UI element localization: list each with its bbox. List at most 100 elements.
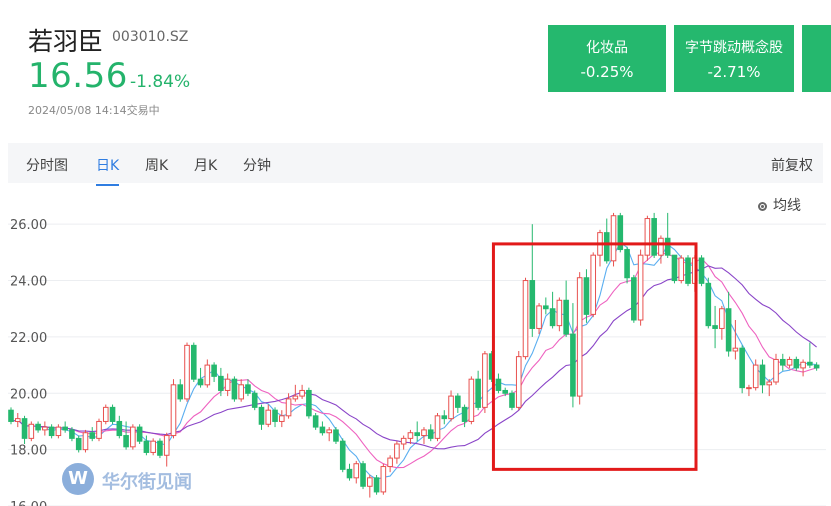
candle-up (576, 277, 583, 397)
candle-down (664, 237, 671, 256)
candle-down (272, 409, 278, 422)
candle-down (617, 215, 624, 251)
candle-up (746, 387, 752, 390)
y-tick-label: 26.00 (10, 218, 47, 233)
candle-up (380, 466, 387, 493)
candle-down (35, 423, 41, 431)
candle-up (299, 389, 305, 397)
candle-up (536, 305, 542, 329)
candle-up (285, 398, 292, 417)
candle-down (62, 426, 68, 431)
candle-down (197, 378, 204, 386)
tab-daily-k[interactable]: 日K (96, 155, 120, 186)
candle-up (150, 440, 156, 453)
candle-down (807, 361, 813, 366)
candle-down (69, 429, 75, 439)
candle-up (102, 406, 109, 422)
candle-up (42, 426, 48, 431)
concept-tag-change: -2.71% (707, 63, 761, 81)
ma-toggle[interactable]: 均线 (758, 195, 801, 215)
y-tick-label: 16.00 (10, 500, 47, 506)
candle-up (610, 215, 617, 262)
candle-down (543, 305, 549, 310)
candle-down (461, 406, 468, 422)
tab-minute[interactable]: 分钟 (243, 158, 271, 174)
candle-up (326, 429, 332, 434)
candle-down (583, 277, 590, 315)
candle-down (603, 232, 610, 262)
concept-tag-change: -0.25% (580, 63, 634, 81)
candle-down (725, 308, 732, 352)
candle-down (705, 282, 712, 327)
candle-down (190, 344, 197, 380)
candle-down (502, 389, 509, 394)
candle-up (482, 353, 488, 408)
candle-down (245, 384, 251, 394)
candle-down (109, 406, 116, 422)
ma-toggle-label: 均线 (773, 198, 801, 214)
candle-up (55, 426, 62, 437)
candle-up (448, 395, 454, 420)
tab-intraday[interactable]: 分时图 (26, 158, 68, 174)
candle-up (238, 384, 244, 400)
candle-down (685, 257, 691, 284)
price-change-percent: -1.84% (130, 72, 191, 92)
candle-down (509, 392, 515, 408)
concept-tag-name: 字节跳动概念股 (685, 40, 783, 56)
price-adjust-dropdown[interactable]: 前复权 (771, 158, 813, 174)
candle-up (719, 308, 725, 329)
candle-down (143, 440, 150, 453)
candle-up (14, 418, 21, 422)
concept-tag-bytedance[interactable]: 字节跳动概念股 -2.71% (674, 25, 794, 92)
candle-up (96, 420, 102, 439)
candle-up (130, 426, 136, 448)
stock-code: 003010.SZ (112, 29, 189, 45)
candle-up (515, 356, 522, 408)
candle-up (407, 432, 414, 439)
candle-up (644, 218, 651, 256)
candle-down (89, 432, 96, 439)
candle-down (360, 463, 366, 487)
concept-tag-partial[interactable] (802, 25, 831, 92)
candle-up (678, 257, 685, 282)
radio-icon (758, 202, 767, 211)
watermark-text: 华尔街见闻 (102, 472, 192, 493)
candle-up (163, 435, 170, 456)
tab-weekly-k[interactable]: 周K (145, 158, 169, 174)
candle-up (522, 280, 529, 358)
candle-up (170, 384, 177, 437)
candle-down (306, 389, 312, 417)
tab-monthly-k[interactable]: 月K (194, 158, 218, 174)
candle-down (631, 277, 637, 321)
candle-up (353, 463, 360, 479)
candle-down (75, 437, 82, 451)
candle-down (495, 378, 502, 391)
candle-down (712, 325, 718, 329)
watermark-logo-icon: W (62, 463, 94, 495)
candle-up (394, 443, 400, 459)
candle-down (48, 426, 55, 437)
candle-down (549, 308, 556, 327)
candle-up (800, 361, 806, 369)
candle-down (698, 257, 705, 284)
candle-down (563, 299, 569, 335)
candle-down (346, 468, 353, 479)
candle-up (367, 477, 373, 487)
candle-down (427, 429, 434, 439)
candle-up (637, 254, 644, 321)
candle-up (204, 364, 211, 386)
candle-up (224, 378, 231, 391)
concept-tag-cosmetics[interactable]: 化妆品 -0.25% (548, 25, 666, 92)
candle-down (218, 375, 224, 391)
candle-up (468, 378, 475, 422)
candle-down (813, 364, 820, 369)
candle-down (21, 418, 28, 439)
candle-down (116, 420, 123, 437)
chart-period-tabbar: 分时图 日K 周K 月K 分钟 前复权 (8, 143, 823, 186)
y-tick-label: 20.00 (10, 387, 47, 402)
candle-down (793, 358, 800, 369)
candle-up (590, 254, 597, 315)
y-tick-label: 18.00 (10, 444, 47, 459)
candle-up (434, 415, 441, 439)
candle-up (292, 395, 299, 400)
